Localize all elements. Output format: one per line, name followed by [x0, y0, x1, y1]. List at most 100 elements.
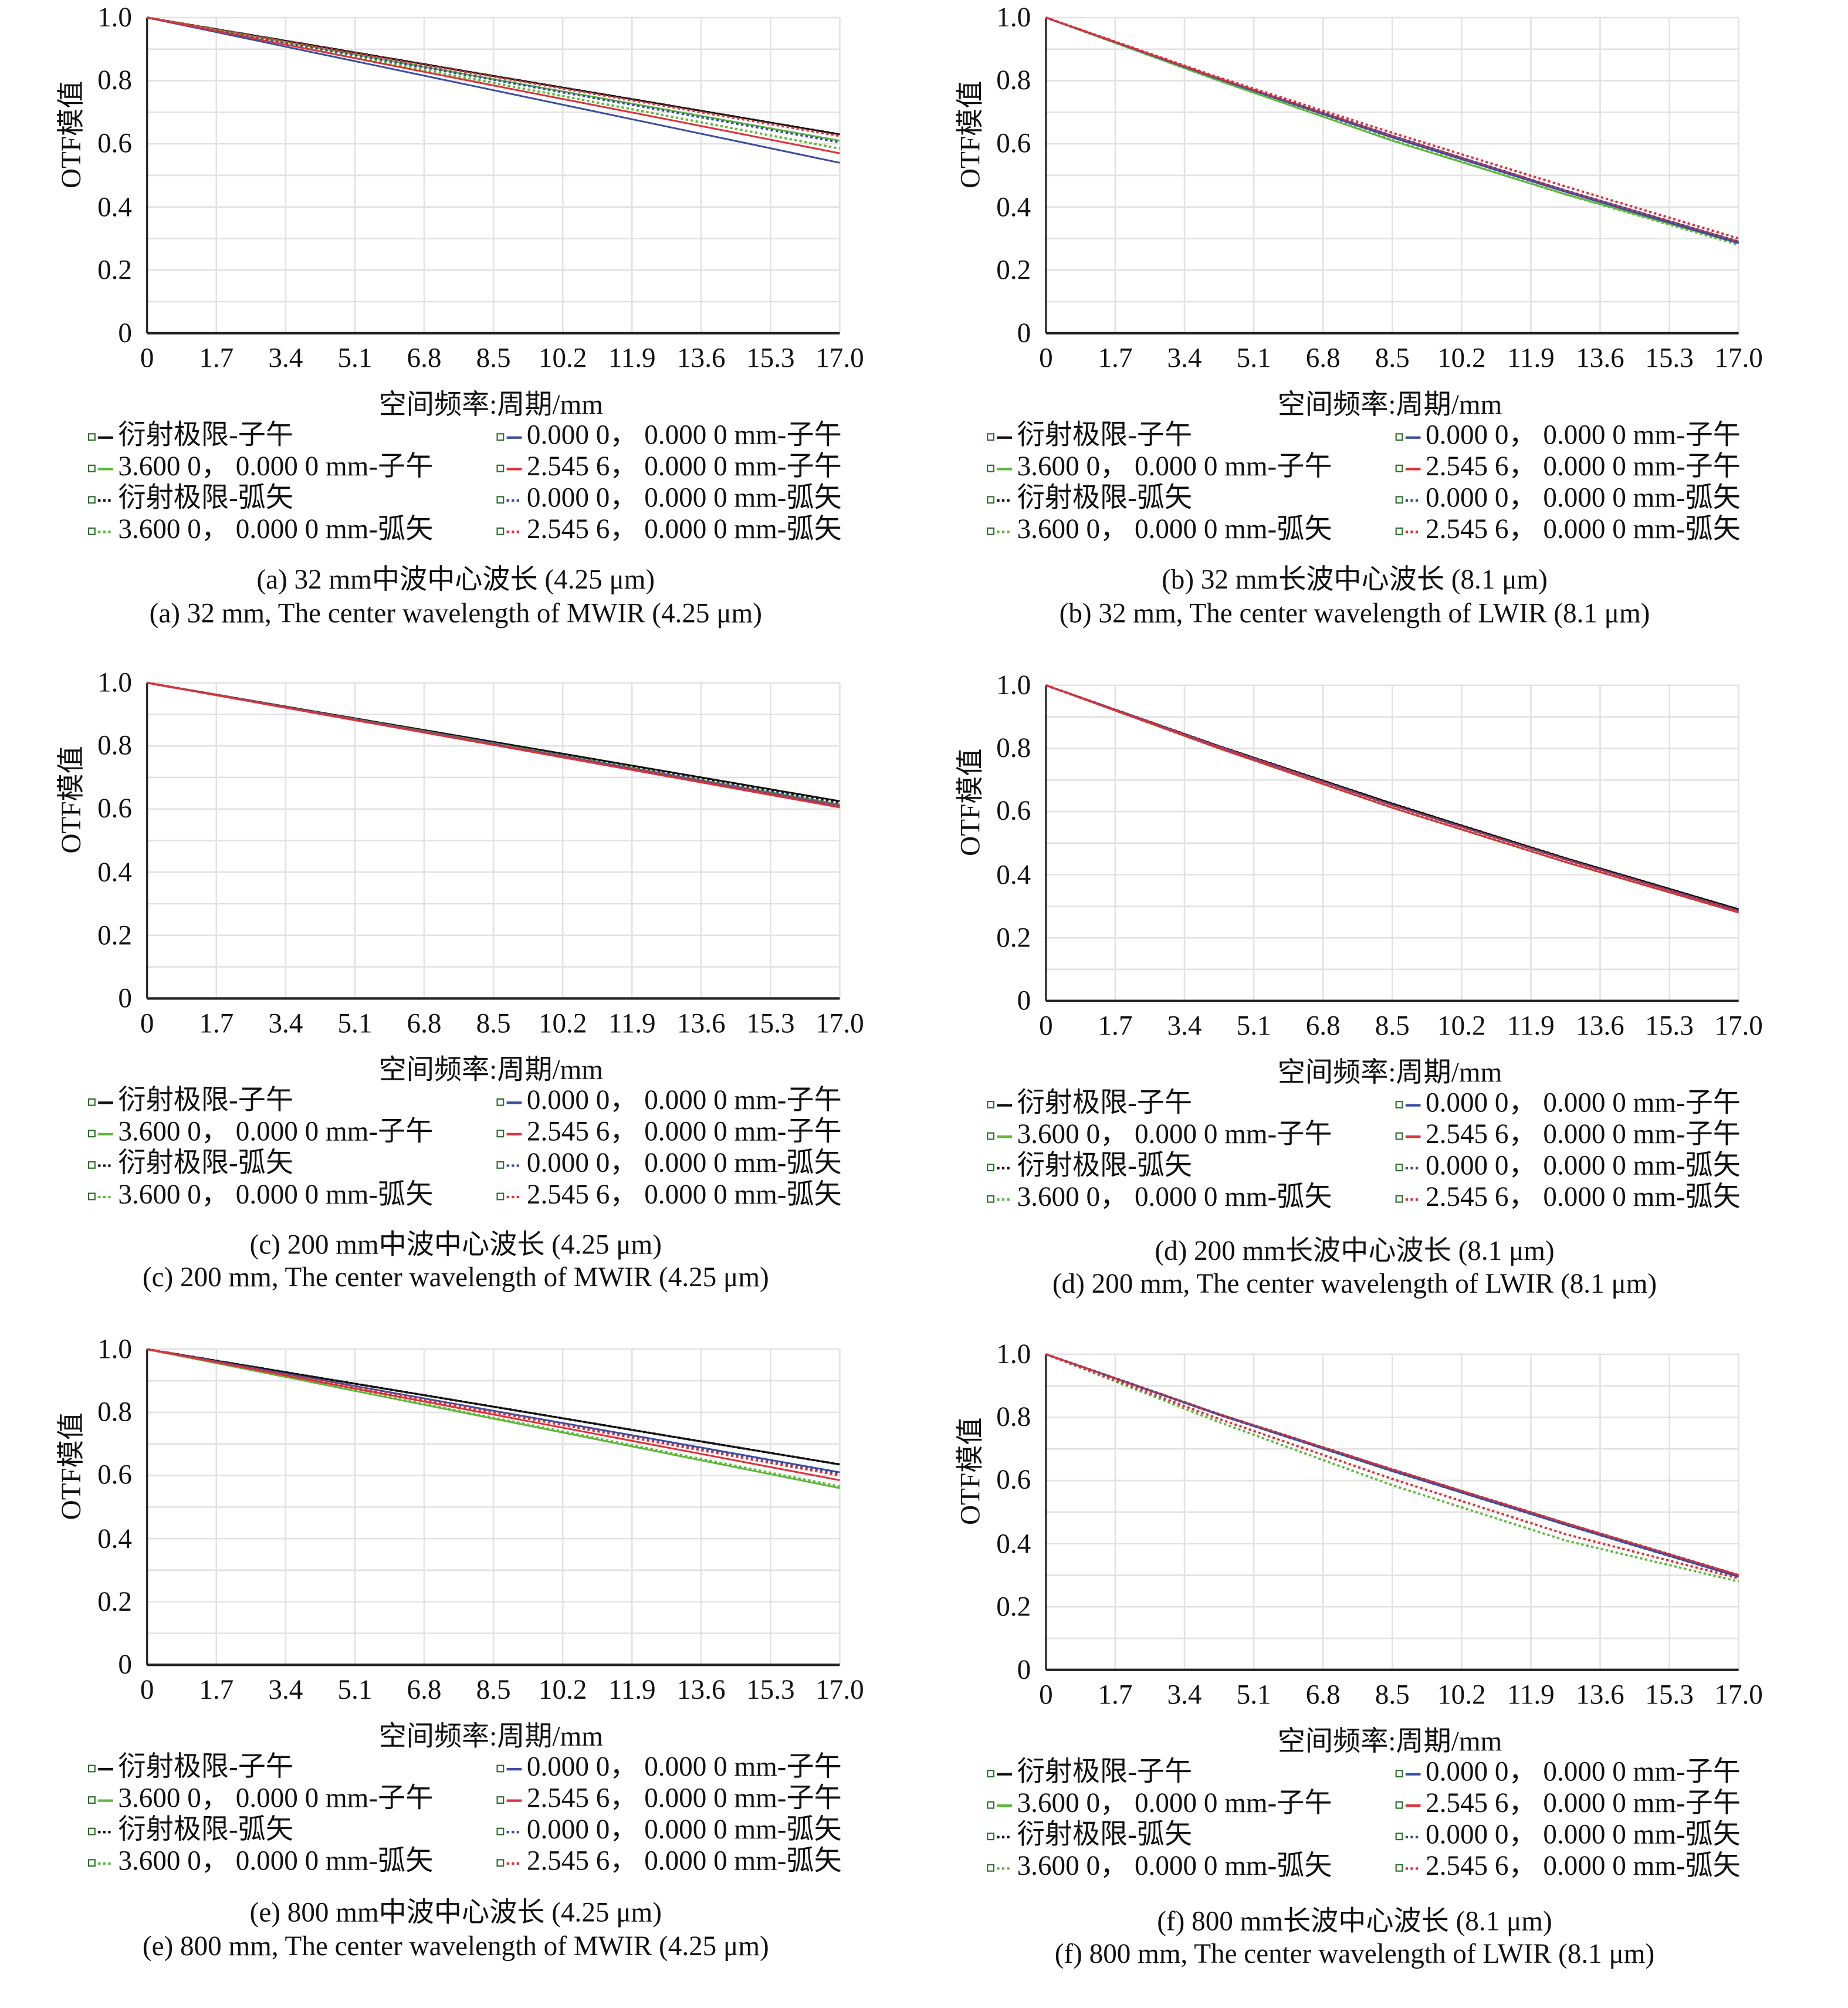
y-tick-label: 0 [118, 1648, 133, 1680]
legend-line-swatch-icon [1395, 1831, 1423, 1843]
legend-line-swatch-icon [1395, 1799, 1423, 1811]
series-line-7 [1045, 684, 1739, 912]
legend-item: 衍射极限-弧矢 [88, 1813, 293, 1845]
legend-line-swatch-icon [496, 1763, 524, 1775]
legend-item: 3.600 0， 0.000 0 mm-子午 [987, 450, 1332, 482]
legend-label: 0.000 0， 0.000 0 mm-子午 [1426, 1755, 1741, 1787]
legend-label: 0.000 0， 0.000 0 mm-弧矢 [526, 481, 842, 513]
plot-area [1045, 1353, 1739, 1671]
plot-area [146, 681, 841, 1000]
legend-line-swatch-icon [987, 1130, 1014, 1142]
legend-line-swatch-icon [1395, 1862, 1423, 1875]
legend-item: 衍射极限-子午 [88, 1084, 293, 1115]
legend-item: 衍射极限-子午 [88, 1750, 293, 1781]
y-tick-label: 1.0 [996, 1, 1031, 33]
x-tick-label: 6.8 [407, 342, 442, 374]
legend-label: 2.545 6， 0.000 0 mm-子午 [1426, 1787, 1741, 1818]
y-tick-label: 0 [118, 982, 133, 1014]
caption-english: (e) 800 mm, The center wavelength of MWI… [142, 1930, 769, 1962]
x-tick-label: 10.2 [1437, 342, 1486, 374]
y-tick-label: 0.6 [97, 792, 133, 824]
legend-line-swatch-icon [1395, 462, 1423, 475]
legend-label: 衍射极限-子午 [1017, 1755, 1193, 1787]
legend-label: 0.000 0， 0.000 0 mm-弧矢 [1426, 1818, 1741, 1850]
plot-area [1045, 684, 1739, 1002]
caption-chinese: (c) 200 mm中波中心波长 (4.25 μm) [249, 1228, 662, 1260]
legend-label: 2.545 6， 0.000 0 mm-弧矢 [1426, 1181, 1741, 1212]
legend-item: 3.600 0， 0.000 0 mm-弧矢 [987, 1181, 1332, 1212]
legend-item: 3.600 0， 0.000 0 mm-弧矢 [88, 1845, 433, 1876]
x-axis-label: 空间频率:周期/mm [378, 1720, 603, 1752]
legend-label: 3.600 0， 0.000 0 mm-子午 [118, 1781, 434, 1814]
legend-label: 3.600 0， 0.000 0 mm-子午 [1017, 1118, 1332, 1150]
x-tick-label: 17.0 [815, 1007, 864, 1039]
legend-item: 2.545 6， 0.000 0 mm-弧矢 [1395, 513, 1741, 545]
legend-line-swatch-icon [987, 1768, 1014, 1780]
y-tick-label: 0.8 [97, 1396, 133, 1428]
x-tick-label: 13.6 [677, 342, 726, 374]
legend-label: 2.545 6， 0.000 0 mm-子午 [526, 450, 842, 482]
y-tick-label: 0.6 [97, 127, 133, 159]
legend-line-swatch-icon [496, 1191, 524, 1203]
legend-label: 0.000 0， 0.000 0 mm-弧矢 [1426, 481, 1741, 513]
legend-item: 3.600 0， 0.000 0 mm-子午 [987, 1118, 1332, 1150]
x-axis-label: 空间频率:周期/mm [378, 388, 603, 420]
series-line-6 [1045, 1353, 1739, 1578]
y-tick-label: 0.4 [996, 858, 1031, 890]
x-tick-label: 0 [1039, 1009, 1053, 1042]
x-tick-label: 17.0 [1714, 342, 1763, 374]
x-tick-label: 11.9 [1507, 1678, 1555, 1710]
legend-line-swatch-icon [496, 494, 524, 506]
y-tick-label: 0.6 [97, 1459, 133, 1491]
y-tick-label: 1.0 [996, 669, 1031, 701]
x-tick-label: 13.6 [677, 1674, 726, 1705]
series-line-7 [1045, 16, 1739, 240]
plot-area [146, 1348, 841, 1666]
y-tick-label: 0.4 [97, 190, 133, 222]
legend-label: 衍射极限-子午 [118, 418, 293, 451]
legend-label: 衍射极限-弧矢 [1017, 1149, 1193, 1181]
x-tick-label: 11.9 [1507, 1009, 1555, 1042]
y-tick-label: 0.6 [996, 127, 1031, 159]
legend-line-swatch-icon [88, 494, 116, 506]
legend-label: 衍射极限-子午 [118, 1084, 293, 1115]
x-tick-label: 1.7 [199, 1674, 234, 1705]
legend-item: 2.545 6， 0.000 0 mm-弧矢 [1395, 1850, 1741, 1881]
plot-area [146, 16, 841, 335]
legend-line-swatch-icon [88, 1191, 116, 1203]
y-tick-label: 0.8 [996, 732, 1031, 764]
legend-line-swatch-icon [987, 1162, 1014, 1174]
y-tick-label: 1.0 [97, 1, 133, 33]
legend-label: 0.000 0， 0.000 0 mm-弧矢 [526, 1813, 842, 1845]
x-tick-label: 3.4 [268, 1007, 303, 1039]
chart-panel-e: 1.0 0.8 0.6 0.4 0.2 0 0 1.7 3.4 5.1 6.8 8.5 10.2 11.9… [0, 1335, 924, 2003]
legend-item: 衍射极限-子午 [987, 419, 1192, 450]
legend-item: 2.545 6， 0.000 0 mm-弧矢 [496, 1178, 842, 1209]
legend-label: 2.545 6， 0.000 0 mm-子午 [526, 1781, 842, 1814]
x-axis-label: 空间频率:周期/mm [1277, 1056, 1502, 1088]
y-tick-label: 0.6 [996, 795, 1031, 827]
legend-line-swatch-icon [987, 462, 1014, 475]
legend-line-swatch-icon [1395, 1130, 1423, 1142]
y-tick-label: 0.6 [996, 1464, 1031, 1496]
legend-item: 0.000 0， 0.000 0 mm-弧矢 [1395, 1150, 1741, 1181]
x-tick-label: 1.7 [1098, 1009, 1133, 1042]
legend-line-swatch-icon [88, 1097, 116, 1109]
legend-line-swatch-icon [987, 1799, 1014, 1811]
legend-label: 2.545 6， 0.000 0 mm-子午 [526, 1115, 842, 1147]
legend-line-swatch-icon [1395, 431, 1423, 444]
x-tick-label: 11.9 [608, 342, 656, 374]
legend-label: 3.600 0， 0.000 0 mm-子午 [118, 450, 434, 482]
legend-label: 0.000 0， 0.000 0 mm-子午 [1426, 1086, 1741, 1118]
x-tick-label: 6.8 [1305, 1678, 1341, 1710]
legend-label: 衍射极限-弧矢 [118, 1147, 293, 1178]
legend-item: 0.000 0， 0.000 0 mm-子午 [496, 1750, 842, 1781]
legend-item: 2.545 6， 0.000 0 mm-子午 [1395, 1787, 1741, 1818]
x-tick-label: 6.8 [407, 1007, 442, 1039]
x-axis-label: 空间频率:周期/mm [1277, 388, 1502, 420]
legend-line-swatch-icon [496, 1826, 524, 1838]
y-tick-label: 0.2 [97, 919, 133, 951]
x-tick-label: 13.6 [1576, 1678, 1624, 1710]
legend-item: 2.545 6， 0.000 0 mm-子午 [496, 1115, 842, 1147]
